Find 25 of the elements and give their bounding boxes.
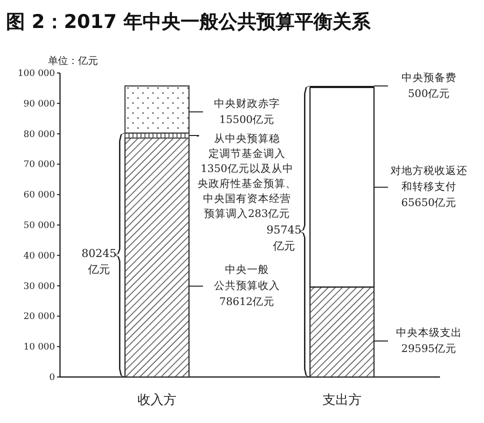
y-tick-label: 20 000 <box>24 312 56 322</box>
y-tick-label: 100 000 <box>18 69 56 79</box>
y-tick-label: 30 000 <box>24 282 56 292</box>
y-tick-label: 80 000 <box>24 130 56 140</box>
bar <box>124 85 190 134</box>
y-axis-title: 单位：亿元 <box>48 55 98 67</box>
y-tick-label: 90 000 <box>24 99 56 110</box>
y-tick-label: 70 000 <box>24 160 56 170</box>
annotation: 中央预备费500亿元 <box>402 70 456 100</box>
y-tick-label: 40 000 <box>24 251 56 262</box>
bar <box>309 286 375 378</box>
x-tick-label: 支出方 <box>322 392 362 408</box>
y-tick-label: 60 000 <box>24 190 56 201</box>
y-tick-label: 10 000 <box>24 342 56 353</box>
annotation: 中央本级支出29595亿元 <box>396 326 462 356</box>
annotation: 从中央预算稳定调节基金调入1350亿元以及从中央政府性基金预算、中央国有资本经营预算调入283亿元 <box>198 132 296 220</box>
annotation: 80245亿元 <box>82 247 116 276</box>
annotation: 95745亿元 <box>266 223 302 252</box>
annotation: 中央财政赤字15500亿元 <box>214 96 280 126</box>
annotation: 中央一般公共预算收入78612亿元 <box>214 263 280 308</box>
x-tick-label: 收入方 <box>138 392 176 408</box>
chart-title: 图 2：2017 年中央一般公共预算平衡关系 <box>6 11 372 33</box>
y-tick-label: 50 000 <box>24 221 56 231</box>
y-tick-label: 0 <box>49 373 56 383</box>
annotation: 对地方税收返还和转移支付65650亿元 <box>390 164 468 210</box>
